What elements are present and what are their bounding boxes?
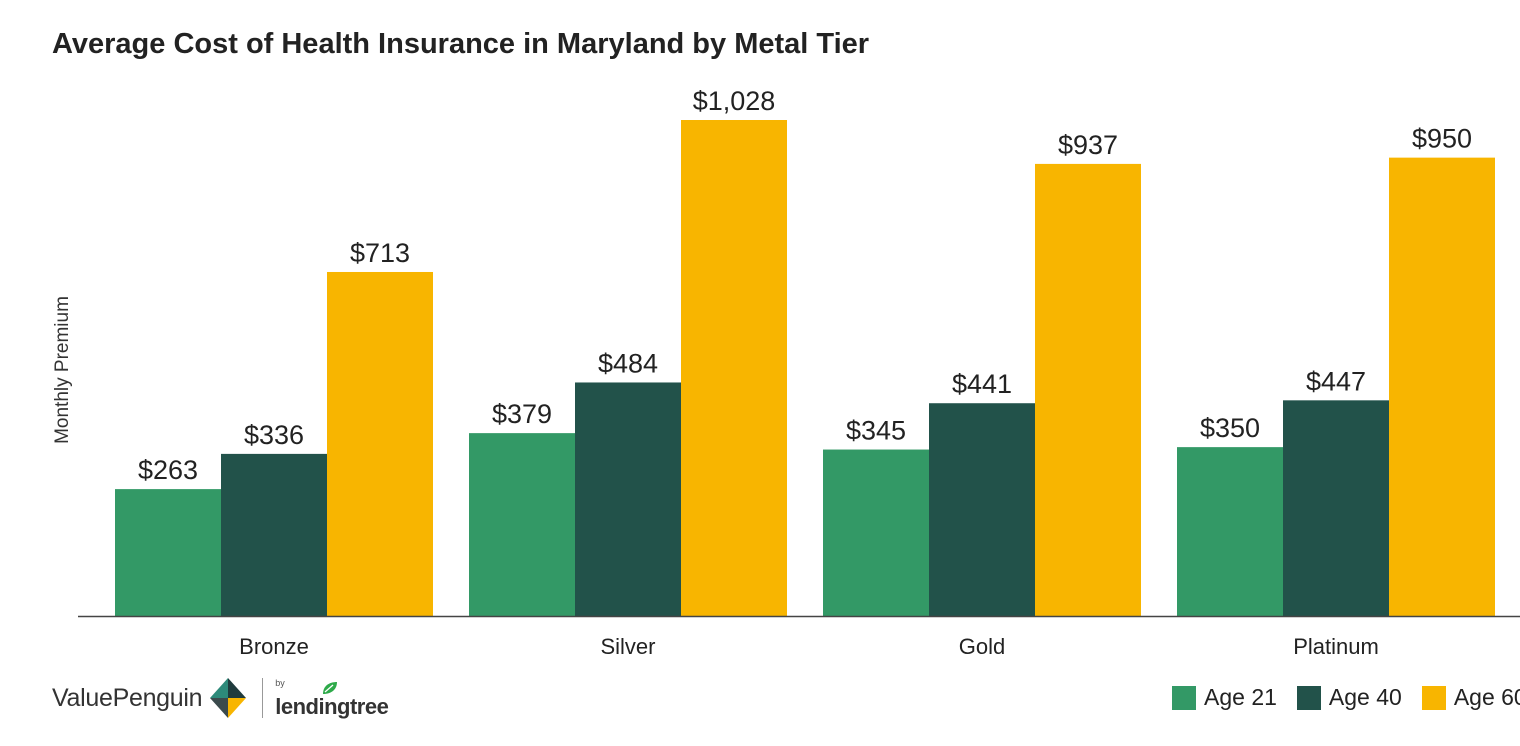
brand-footer: ValuePenguin by lendingtree xyxy=(52,676,389,720)
legend-swatch-age-60 xyxy=(1421,685,1446,710)
bar-label-platinum-age-40: $447 xyxy=(1306,366,1366,396)
legend-item-age-60: Age 60 xyxy=(1421,684,1520,711)
logo-diamond-top xyxy=(228,678,247,698)
logo-diamond-bottom xyxy=(228,698,247,718)
legend-item-age-40: Age 40 xyxy=(1296,684,1402,711)
bar-label-silver-age-21: $379 xyxy=(492,399,552,429)
bar-silver-age-40 xyxy=(575,382,681,616)
bar-label-gold-age-40: $441 xyxy=(952,369,1012,399)
x-tick-gold: Gold xyxy=(959,634,1005,659)
brand-name: ValuePenguin xyxy=(52,683,203,712)
partner-name: lendingtree xyxy=(275,694,389,719)
brand-divider xyxy=(262,678,264,718)
logo-diamond-bottom-left xyxy=(210,698,229,718)
legend-label-age-60: Age 60 xyxy=(1453,684,1520,710)
bar-silver-age-21 xyxy=(469,433,575,616)
x-tick-silver: Silver xyxy=(600,634,655,659)
bar-gold-age-21 xyxy=(823,449,929,616)
bar-label-silver-age-40: $484 xyxy=(598,348,658,378)
partner-by-text: by xyxy=(275,678,285,688)
bar-label-bronze-age-40: $336 xyxy=(244,420,304,450)
legend: Age 21 Age 40 Age 60 xyxy=(1172,684,1520,711)
bars-group xyxy=(115,120,1495,616)
bar-label-silver-age-60: $1,028 xyxy=(693,86,776,116)
y-axis-label: Monthly Premium xyxy=(52,296,73,444)
legend-swatch-age-21 xyxy=(1172,685,1196,710)
chart-title: Average Cost of Health Insurance in Mary… xyxy=(52,28,870,60)
logo-diamond-left xyxy=(210,678,229,698)
legend-label-age-21: Age 21 xyxy=(1204,684,1277,710)
bar-platinum-age-60 xyxy=(1389,157,1495,616)
legend-swatch-age-40 xyxy=(1296,685,1321,710)
bar-label-gold-age-21: $345 xyxy=(846,416,906,446)
bar-labels-group: $263 $336 $713 $379 $484 $1,028 $345 $441 $937 $3… xyxy=(138,86,1472,485)
bar-platinum-age-21 xyxy=(1177,447,1283,616)
valuepenguin-logo-icon xyxy=(210,678,247,718)
bar-bronze-age-60 xyxy=(327,271,433,616)
bar-label-bronze-age-21: $263 xyxy=(138,455,198,485)
bar-gold-age-60 xyxy=(1035,163,1141,616)
bar-label-platinum-age-60: $950 xyxy=(1412,124,1472,154)
bar-bronze-age-21 xyxy=(115,489,221,616)
x-tick-platinum: Platinum xyxy=(1293,634,1379,659)
lendingtree-logo: by lendingtree xyxy=(275,678,389,719)
legend-item-age-21: Age 21 xyxy=(1172,684,1277,711)
leaf-icon xyxy=(323,682,338,694)
bar-label-gold-age-60: $937 xyxy=(1058,130,1118,160)
bar-label-bronze-age-60: $713 xyxy=(350,238,410,268)
legend-label-age-40: Age 40 xyxy=(1328,684,1402,710)
bar-platinum-age-40 xyxy=(1283,400,1389,616)
bar-bronze-age-40 xyxy=(221,453,327,616)
x-tick-bronze: Bronze xyxy=(239,634,309,659)
x-tick-labels: Bronze Silver Gold Platinum xyxy=(239,634,1379,659)
bar-label-platinum-age-21: $350 xyxy=(1200,413,1260,443)
bar-silver-age-60 xyxy=(681,120,787,616)
bar-gold-age-40 xyxy=(929,403,1035,616)
